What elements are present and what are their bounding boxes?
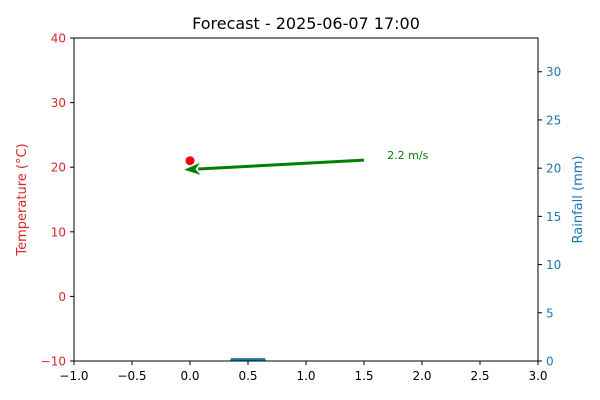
x-tick-label: 2.0 <box>412 369 431 383</box>
plot-frame <box>73 37 539 362</box>
right-tick-label: 10 <box>546 258 561 272</box>
right-tick-label: 20 <box>546 162 561 176</box>
temperature-point <box>185 156 195 166</box>
left-tick-label: 40 <box>51 32 66 46</box>
chart-title: Forecast - 2025-06-07 17:00 <box>192 14 420 33</box>
wind-arrow-shaft <box>198 158 365 171</box>
right-tick-label: 25 <box>546 113 561 127</box>
rainfall-bar <box>230 358 266 361</box>
wind-arrow-head <box>184 162 201 175</box>
x-tick-label: 3.0 <box>528 369 547 383</box>
left-tick-label: 0 <box>58 290 66 304</box>
left-tick-label: −10 <box>41 355 66 369</box>
x-tick-label: −1.0 <box>59 369 88 383</box>
left-tick-label: 30 <box>51 96 66 110</box>
x-tick-label: −0.5 <box>117 369 146 383</box>
x-tick-label: 1.0 <box>296 369 315 383</box>
x-tick-label: 1.5 <box>354 369 373 383</box>
right-tick-label: 30 <box>546 65 561 79</box>
right-axis-label: Rainfall (mm) <box>571 156 586 244</box>
left-axis-label: Temperature (°C) <box>15 143 30 256</box>
wind-speed-label: 2.2 m/s <box>387 149 428 162</box>
x-tick-label: 2.5 <box>470 369 489 383</box>
right-tick-label: 5 <box>546 306 554 320</box>
right-tick-label: 15 <box>546 210 561 224</box>
left-tick-label: 20 <box>51 161 66 175</box>
x-tick-label: 0.0 <box>180 369 199 383</box>
left-tick-label: 10 <box>51 225 66 239</box>
right-tick-label: 0 <box>546 355 554 369</box>
x-tick-label: 0.5 <box>238 369 257 383</box>
